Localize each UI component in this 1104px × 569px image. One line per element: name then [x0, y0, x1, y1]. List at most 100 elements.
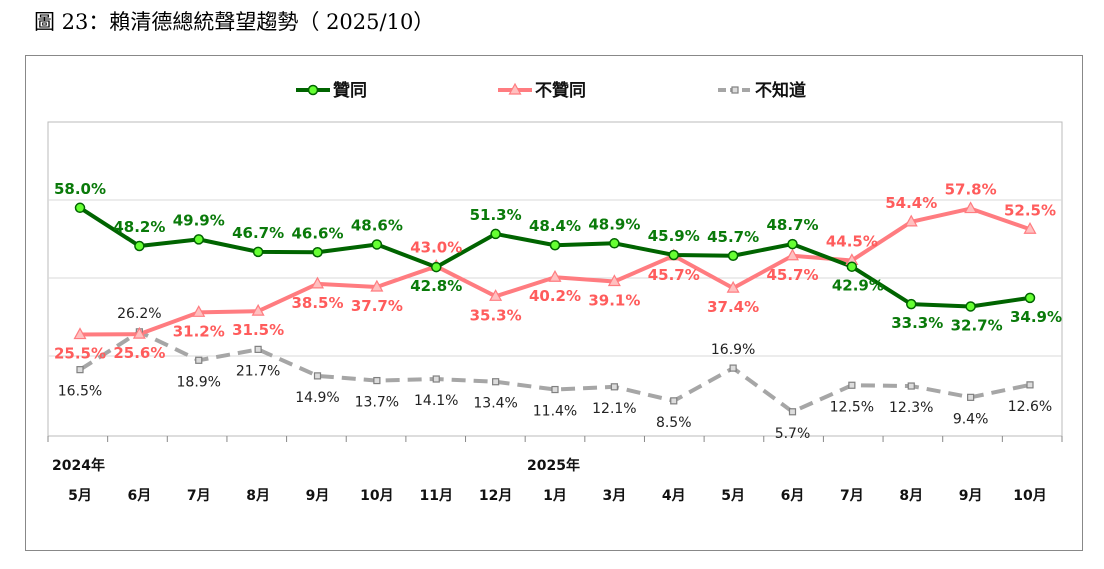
data-label: 35.3% [470, 306, 522, 324]
data-label: 18.9% [177, 374, 221, 390]
x-tick-label: 9月 [959, 488, 983, 504]
data-point [729, 364, 737, 372]
data-label: 45.7% [766, 266, 818, 284]
data-label: 34.9% [1010, 308, 1062, 326]
series-line-2 [78, 329, 1031, 414]
data-point [1026, 381, 1034, 389]
data-point [965, 301, 976, 312]
data-label: 37.7% [351, 297, 403, 315]
legend-marker [731, 86, 739, 94]
data-label: 40.2% [529, 287, 581, 305]
data-point [1024, 292, 1036, 304]
data-label: 45.7% [707, 228, 759, 246]
data-label: 43.0% [410, 238, 462, 256]
data-label: 58.0% [54, 180, 106, 198]
data-label: 38.5% [291, 294, 343, 312]
x-tick-label: 10月 [360, 488, 393, 504]
x-tick-label: 5月 [721, 488, 745, 504]
data-label: 45.9% [648, 227, 700, 245]
data-point [610, 383, 618, 391]
data-point [670, 397, 678, 405]
data-label: 12.5% [830, 399, 874, 415]
data-label: 39.1% [588, 292, 640, 310]
x-tick-label: 7月 [840, 488, 864, 504]
x-tick-label: 6月 [128, 488, 152, 504]
x-tick-label: 7月 [187, 488, 211, 504]
x-tick-label: 11月 [420, 488, 453, 504]
legend-marker [508, 82, 522, 95]
data-label: 48.6% [351, 216, 403, 234]
data-label: 48.7% [766, 216, 818, 234]
data-label: 46.7% [232, 224, 284, 242]
data-label: 54.4% [885, 194, 937, 212]
data-label: 48.2% [113, 218, 165, 236]
data-label: 31.2% [173, 322, 225, 340]
data-point [132, 326, 146, 339]
data-label: 25.6% [113, 344, 165, 362]
data-label: 12.1% [592, 401, 636, 417]
data-point [848, 381, 856, 389]
data-label: 37.4% [707, 298, 759, 316]
data-point [432, 375, 440, 383]
data-point [907, 382, 915, 390]
data-label: 51.3% [470, 206, 522, 224]
x-tick-label: 4月 [662, 488, 686, 504]
data-label: 44.5% [826, 232, 878, 250]
x-tick-label: 9月 [306, 488, 330, 504]
data-point [846, 261, 858, 272]
data-point [967, 393, 975, 401]
data-point [76, 366, 84, 374]
data-label: 57.8% [945, 181, 997, 199]
data-point [313, 372, 322, 380]
x-tick-label: 6月 [781, 488, 805, 504]
data-point [431, 261, 442, 273]
data-point [254, 345, 262, 353]
data-label: 42.9% [832, 277, 884, 295]
x-tick-label: 1月 [543, 488, 567, 504]
data-point [906, 298, 917, 310]
data-point [964, 201, 978, 214]
data-label: 45.7% [648, 266, 700, 284]
data-point [607, 274, 621, 287]
data-point [727, 250, 739, 262]
data-point [489, 289, 503, 301]
year-label: 2024年 [52, 457, 105, 474]
data-point [73, 327, 87, 340]
data-label: 11.4% [533, 404, 577, 420]
data-label: 31.5% [232, 321, 284, 339]
data-label: 9.4% [953, 411, 989, 427]
legend-label: 贊同 [333, 80, 367, 101]
chart-title: 圖 23：賴清德總統聲望趨勢（ 2025/10） [34, 10, 435, 34]
data-label: 21.7% [236, 363, 280, 379]
legend-label: 不贊同 [535, 80, 586, 101]
data-point [371, 239, 383, 250]
data-point [74, 202, 86, 214]
data-point [549, 239, 561, 251]
data-point [787, 238, 798, 250]
data-label: 26.2% [117, 306, 161, 322]
data-point [195, 356, 203, 364]
data-point [788, 408, 797, 416]
data-label: 16.5% [58, 384, 102, 400]
data-point [192, 305, 206, 317]
chart-frame [25, 55, 1083, 551]
x-tick-label: 5月 [68, 488, 92, 504]
data-label: 5.7% [775, 426, 811, 442]
legend-label: 不知道 [755, 80, 806, 101]
data-point [1023, 222, 1037, 234]
data-label: 13.4% [473, 396, 517, 412]
data-label: 14.1% [414, 393, 458, 409]
data-label: 12.3% [889, 400, 933, 416]
plot-area [47, 121, 1063, 437]
data-point [370, 279, 384, 292]
data-label: 12.6% [1008, 399, 1052, 415]
data-point [312, 247, 323, 258]
data-point [785, 248, 800, 261]
data-label: 42.8% [410, 277, 462, 295]
legend-marker [307, 84, 319, 96]
data-label: 32.7% [951, 316, 1003, 334]
data-label: 46.6% [291, 224, 343, 242]
data-point [609, 238, 620, 249]
data-label: 52.5% [1004, 201, 1056, 219]
